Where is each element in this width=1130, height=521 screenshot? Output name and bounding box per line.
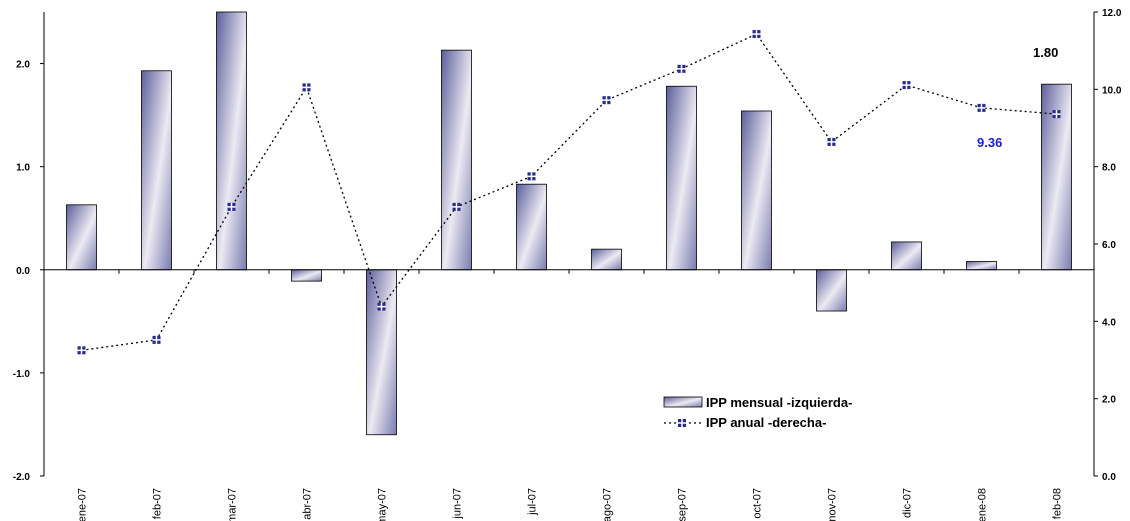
marker-ipp-anual <box>452 202 461 211</box>
bar-ipp-mensual <box>966 261 997 271</box>
marker-ipp-anual <box>302 83 311 92</box>
bar-ipp-mensual <box>441 49 472 271</box>
category-label: jun-07 <box>452 488 464 520</box>
marker-ipp-anual <box>152 335 161 344</box>
category-label: oct-07 <box>752 488 764 519</box>
left-axis-tick-label: -1.0 <box>13 369 31 380</box>
left-axis-tick-label: 1.0 <box>16 163 30 174</box>
marker-ipp-anual <box>77 346 86 355</box>
annotation-last-line: 9.36 <box>977 135 1002 150</box>
category-label: nov-07 <box>827 488 839 521</box>
marker-ipp-anual <box>602 96 611 105</box>
legend: IPP mensual -izquierda- IPP anual -derec… <box>663 395 852 430</box>
right-axis-tick-label: 10.0 <box>1102 85 1122 96</box>
bar-ipp-mensual <box>891 241 922 271</box>
right-axis-tick-label: 8.0 <box>1102 163 1116 174</box>
legend-marker <box>678 419 686 427</box>
category-label: dic-07 <box>902 488 914 518</box>
marker-ipp-anual <box>827 137 836 146</box>
bar-ipp-mensual <box>366 269 397 436</box>
category-label: feb-07 <box>152 488 164 519</box>
bar-ipp-mensual <box>516 183 547 271</box>
right-axis-tick-label: 6.0 <box>1102 240 1116 251</box>
right-axis-tick-label: 2.0 <box>1102 395 1116 406</box>
marker-ipp-anual <box>227 202 236 211</box>
right-axis-tick-label: 12.0 <box>1102 8 1122 19</box>
marker-ipp-anual <box>377 302 386 311</box>
bar-ipp-mensual <box>216 11 247 271</box>
marker-ipp-anual <box>1052 110 1061 119</box>
legend-bar-swatch <box>663 396 703 408</box>
category-label: ago-07 <box>602 488 614 521</box>
bar-ipp-mensual <box>66 204 97 271</box>
right-axis-tick-label: 4.0 <box>1102 317 1116 328</box>
category-label: ene-08 <box>977 488 989 521</box>
left-axis-tick-label: 0.0 <box>16 266 30 277</box>
legend-label-anual: IPP anual -derecha- <box>706 415 826 430</box>
category-label: may-07 <box>377 488 389 521</box>
left-axis-tick-label: -2.0 <box>13 472 31 483</box>
bar-ipp-mensual <box>741 110 772 271</box>
bar-ipp-mensual <box>666 85 697 271</box>
marker-ipp-anual <box>977 103 986 112</box>
marker-ipp-anual <box>677 64 686 73</box>
bar-ipp-mensual <box>141 70 172 271</box>
marker-ipp-anual <box>902 81 911 90</box>
category-label: ene-07 <box>77 488 89 521</box>
marker-ipp-anual <box>752 30 761 39</box>
marker-ipp-anual <box>527 172 536 181</box>
category-label: jul-07 <box>527 488 539 516</box>
bar-ipp-mensual <box>591 248 622 271</box>
line-ipp-anual <box>81 33 1057 351</box>
right-axis-tick-label: 0.0 <box>1102 472 1116 483</box>
bar-ipp-mensual <box>291 269 322 282</box>
category-label: feb-08 <box>1052 488 1064 519</box>
annotation-last-bar: 1.80 <box>1033 45 1058 60</box>
category-label: abr-07 <box>302 488 314 520</box>
category-label: mar-07 <box>227 488 239 521</box>
left-axis-tick-label: 2.0 <box>16 60 30 71</box>
category-label: sep-07 <box>677 488 689 521</box>
legend-label-mensual: IPP mensual -izquierda- <box>706 395 852 410</box>
bar-ipp-mensual <box>816 269 847 312</box>
